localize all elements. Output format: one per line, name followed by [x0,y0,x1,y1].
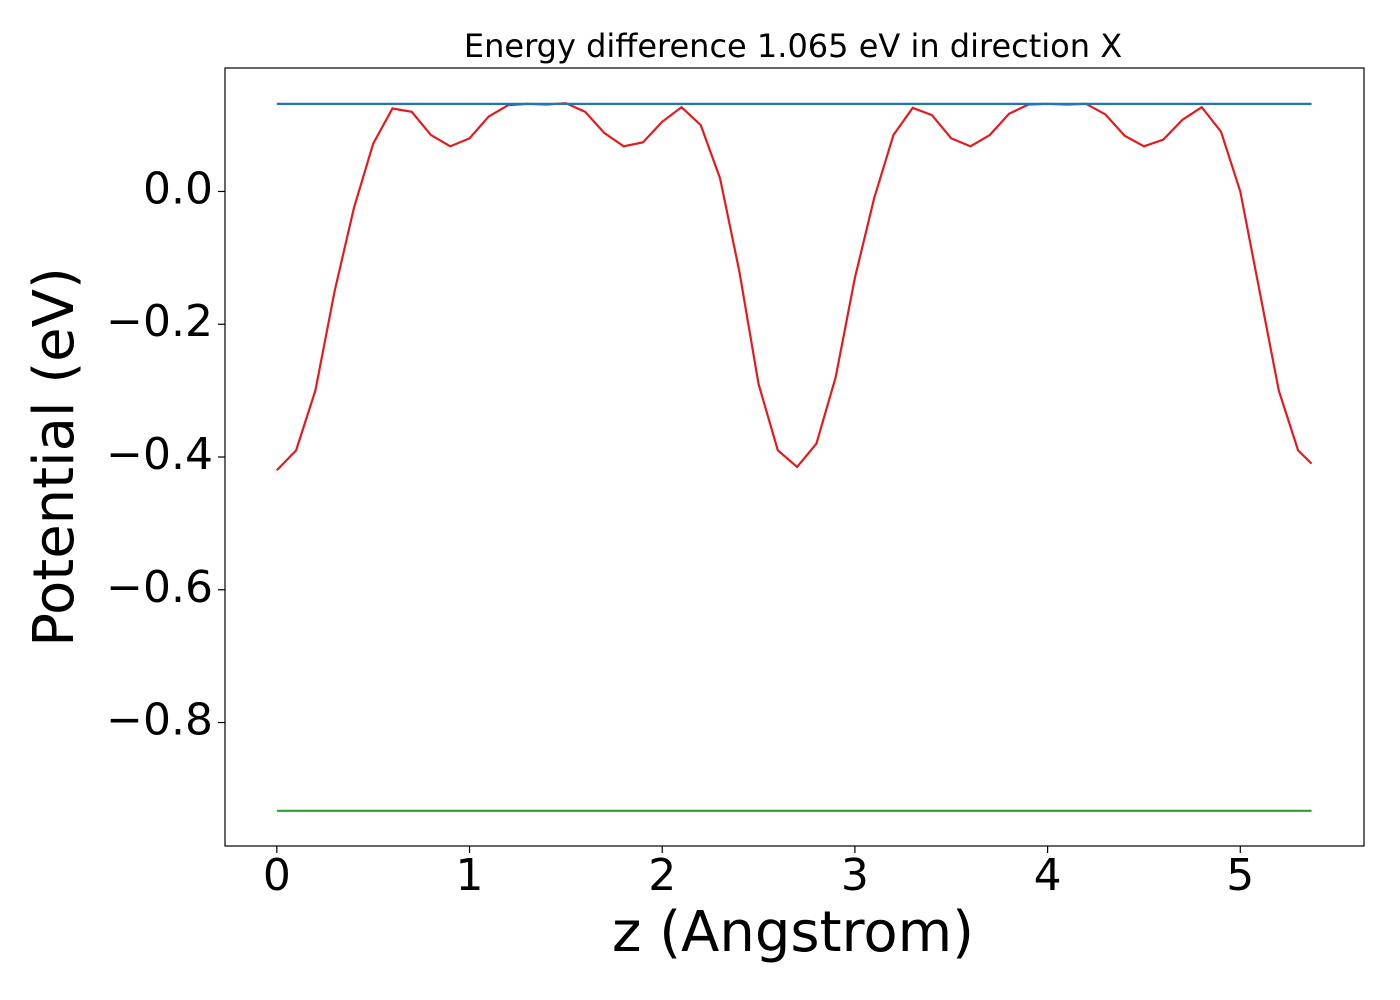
chart-title: Energy difference 1.065 eV in direction … [464,27,1122,65]
x-tick-label: 5 [1226,850,1254,901]
x-axis-label: z (Angstrom) [612,900,974,965]
x-tick-label: 4 [1034,850,1062,901]
y-tick-label: −0.2 [106,296,213,347]
y-tick-label: −0.8 [106,695,213,746]
x-tick-label: 0 [263,850,291,901]
y-axis-label: Potential (eV) [22,267,87,647]
plot-frame [224,67,1365,847]
x-tick-label: 3 [841,850,869,901]
y-tick-label: −0.4 [106,429,213,480]
series-line [276,102,1313,472]
x-tick-label: 1 [456,850,484,901]
x-tick-label: 2 [648,850,676,901]
y-tick-label: 0.0 [143,163,213,214]
y-tick-label: −0.6 [106,562,213,613]
